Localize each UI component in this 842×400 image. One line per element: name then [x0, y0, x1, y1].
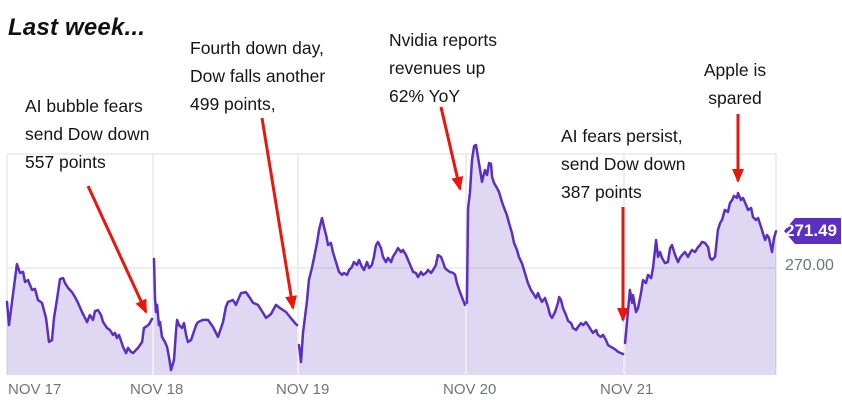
session-line	[465, 143, 625, 356]
arrow-fourth-down-day	[260, 117, 297, 310]
session-fill	[154, 258, 297, 375]
x-axis-label-nov19: NOV 19	[276, 381, 330, 398]
session-line	[297, 216, 467, 364]
session-line	[5, 262, 154, 355]
x-axis-label-nov21: NOV 21	[600, 381, 654, 398]
annotation-ai-bubble: AI bubble fears send Dow down 557 points	[25, 96, 150, 172]
annotation-ai-fears-persist: AI fears persist, send Dow down 387 poin…	[561, 126, 686, 202]
annotation-fourth-down-day: Fourth down day, Dow falls another 499 p…	[190, 38, 326, 114]
session-line	[623, 191, 778, 345]
session-fill	[466, 145, 624, 375]
session-fill	[7, 264, 152, 375]
arrow-ai-bubble	[86, 185, 148, 314]
y-axis-label-270: 270.00	[785, 257, 834, 274]
x-axis-label-nov18: NOV 18	[130, 381, 184, 398]
session-fill	[625, 193, 776, 375]
area-fill	[7, 145, 776, 375]
page-title: Last week...	[8, 14, 146, 41]
annotation-apple-spared: Apple is spared	[703, 60, 767, 108]
last-price-badge: 271.49	[784, 218, 841, 244]
annotation-arrows	[86, 106, 744, 322]
session-line	[152, 257, 299, 372]
session-fill	[299, 218, 465, 375]
x-axis-label-nov17: NOV 17	[8, 381, 62, 398]
price-line	[5, 143, 778, 372]
annotation-nvidia-reports: Nvidia reports revenues up 62% YoY	[389, 30, 497, 106]
x-axis-label-nov20: NOV 20	[443, 381, 497, 398]
arrow-nvidia	[439, 106, 464, 191]
